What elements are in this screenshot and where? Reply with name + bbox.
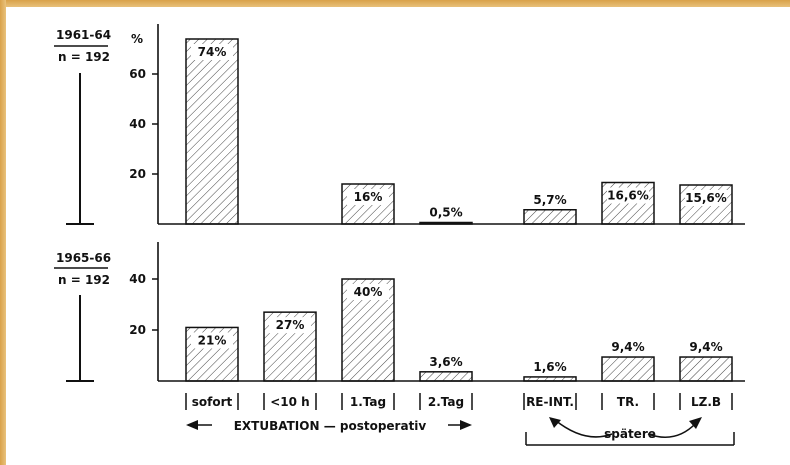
bar-value-label: 3,6% (429, 355, 462, 369)
x-category-label: sofort (192, 395, 233, 409)
bar-value-label: 5,7% (533, 193, 566, 207)
bar-value-label: 40% (354, 285, 383, 299)
y-ticks-bottom: 40 20 (129, 272, 158, 337)
bar-label-bg (191, 44, 233, 60)
later-curve-right (647, 422, 697, 438)
y-unit-label: % (131, 32, 143, 46)
bar-bottom-5 (601, 356, 655, 382)
x-category-label: <10 h (270, 395, 309, 409)
y-tick-label: 20 (129, 167, 146, 181)
y-ticks-top: 60 40 20 (129, 67, 158, 181)
bar-value-label: 16,6% (607, 189, 649, 203)
n-label-top: n = 192 (58, 50, 110, 64)
extubation-arrow-left (186, 420, 198, 430)
bar-value-label: 27% (276, 318, 305, 332)
x-category-label: 1.Tag (350, 395, 386, 409)
bar-value-label: 9,4% (611, 340, 644, 354)
bars-bottom: 21% 27% 40% 3,6% 1,6% 9,4% 9,4% (185, 278, 733, 382)
bar-label-bg (607, 187, 649, 204)
bar-value-label: 15,6% (685, 191, 727, 205)
bar-label-bg (191, 332, 233, 349)
y-tick-label: 60 (129, 67, 146, 81)
bar-top-4 (523, 209, 577, 225)
extubation-label-bg (212, 416, 448, 434)
later-curve-left (554, 419, 613, 438)
n-label-bottom: n = 192 (58, 273, 110, 287)
extubation-group-label: EXTUBATION — postoperativ (234, 419, 427, 433)
bar-bottom-3 (419, 371, 473, 382)
later-arrow-right (689, 417, 702, 429)
bar-label-bg (269, 317, 311, 334)
bar-value-label: 1,6% (533, 360, 566, 374)
bar-bottom-4 (523, 376, 577, 382)
bar-label-bg (347, 189, 389, 205)
bar-value-label: 9,4% (689, 340, 722, 354)
x-category-label: RE-INT. (526, 395, 574, 409)
period-label-bottom: 1965-66 (56, 251, 111, 265)
bar-label-bg (347, 284, 389, 300)
extubation-arrow-right (460, 420, 472, 430)
left-border (0, 0, 6, 465)
bar-bottom-6 (679, 356, 733, 382)
x-category-labels: sofort <10 h 1.Tag 2.Tag RE-INT. TR. LZ.B (185, 393, 733, 410)
x-category-label: 2.Tag (428, 395, 464, 409)
bar-value-label: 16% (354, 190, 383, 204)
bars-top: 74% 16% 0,5% 5,7% 16,6% 15,6% (185, 38, 733, 225)
x-category-label: LZ.B (691, 395, 721, 409)
y-tick-label: 40 (129, 117, 146, 131)
y-tick-label: 40 (129, 272, 146, 286)
period-label-top: 1961-64 (56, 28, 111, 42)
bar-value-label: 21% (198, 333, 227, 347)
later-group-label: spätere (604, 427, 656, 441)
x-category-label: TR. (617, 395, 639, 409)
bar-value-label: 74% (198, 45, 227, 59)
y-tick-label: 20 (129, 323, 146, 337)
bar-value-label: 0,5% (429, 206, 462, 220)
later-arrow-left (549, 417, 561, 428)
bar-top-3 (419, 221, 473, 225)
bar-top-0 (185, 38, 239, 225)
top-border (0, 0, 790, 7)
bar-label-bg (685, 190, 727, 206)
